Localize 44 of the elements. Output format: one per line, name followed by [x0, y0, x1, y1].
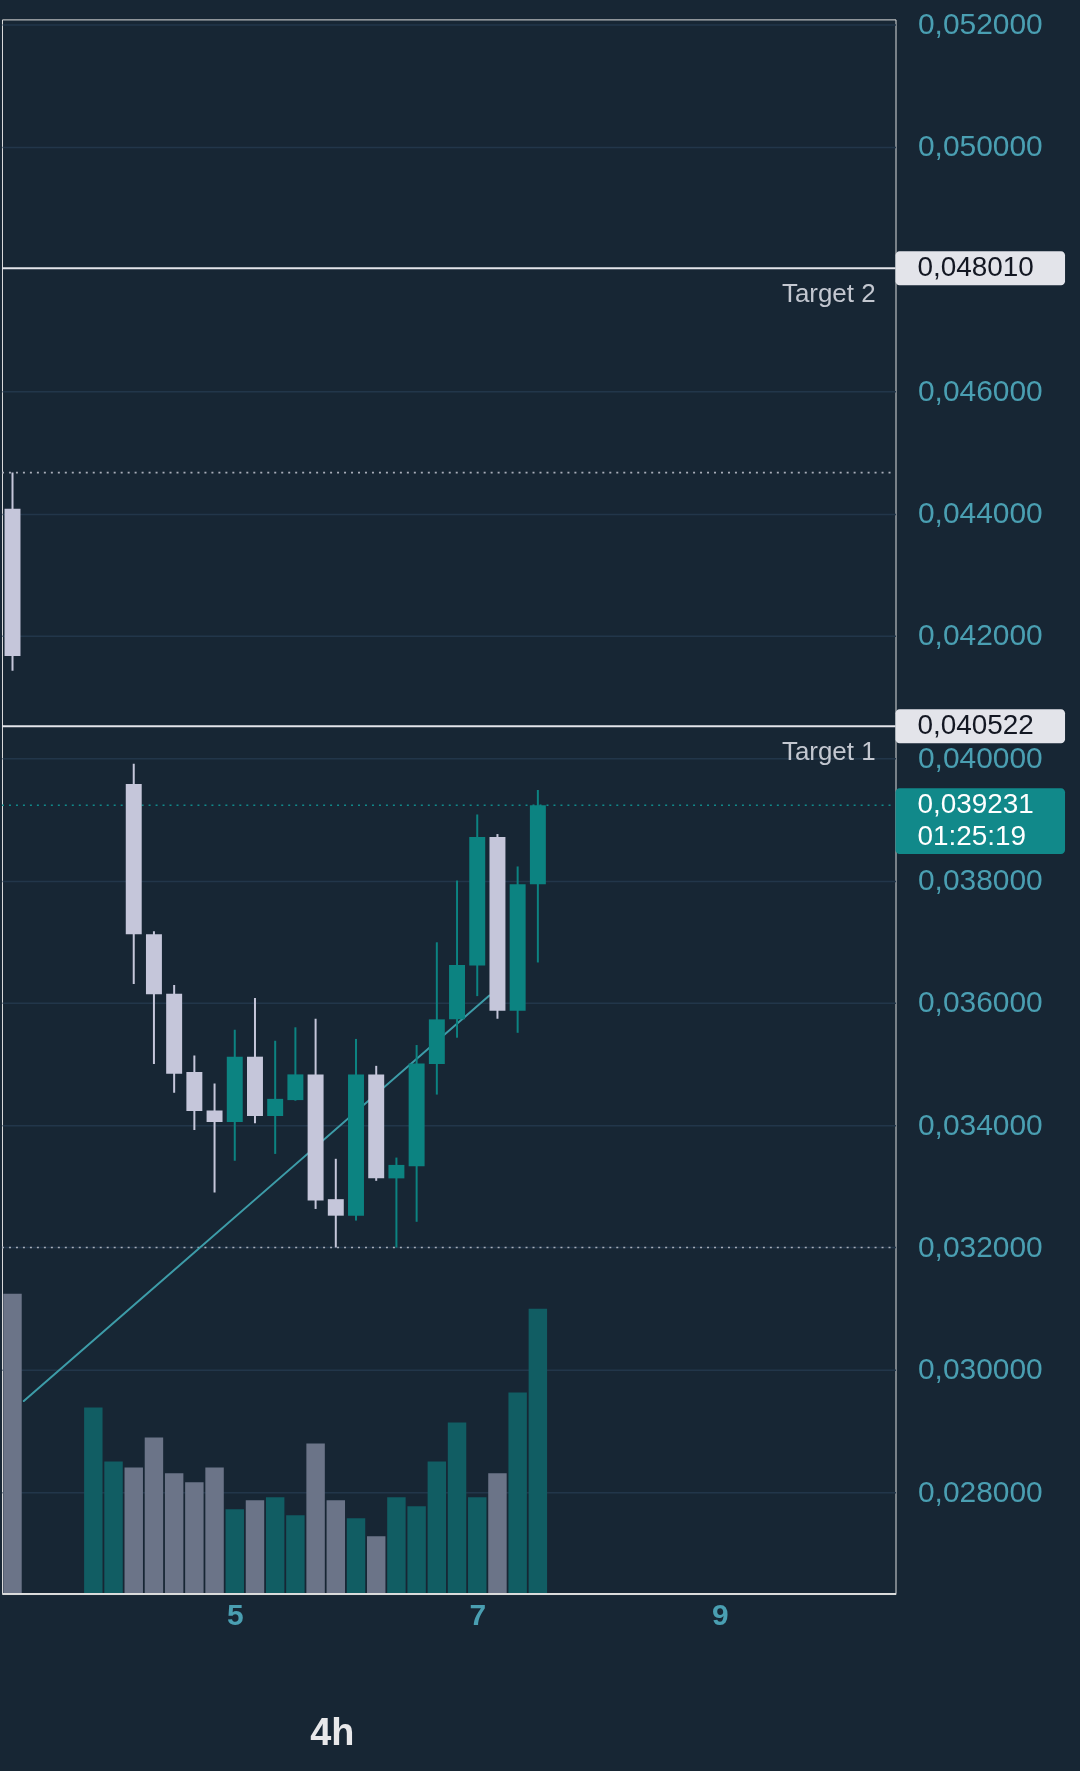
candlestick	[388, 1156, 405, 1249]
y-tick-label: 0,032000	[917, 1229, 1043, 1263]
bar	[124, 1467, 143, 1594]
y-tick-label: 0,042000	[917, 618, 1043, 652]
candlestick	[206, 1082, 223, 1194]
y-tick-label: 0,040000	[917, 740, 1043, 774]
x-tick-label: 7	[469, 1598, 487, 1632]
bar	[427, 1461, 447, 1594]
bar	[508, 1392, 527, 1594]
ref-line-label: Target 2	[781, 279, 876, 308]
y-tick-label: 0,038000	[917, 863, 1043, 896]
bar	[326, 1500, 346, 1594]
bar	[164, 1473, 184, 1594]
bar	[346, 1518, 366, 1594]
candlestick	[267, 1039, 284, 1155]
y-tick-label: 0,034000	[917, 1107, 1043, 1141]
text: 01:25:19	[917, 820, 1027, 852]
bar	[366, 1536, 386, 1594]
bar	[286, 1515, 305, 1594]
bar	[306, 1443, 325, 1594]
y-tick-label: 0,030000	[917, 1352, 1043, 1386]
ref-line-label: Target 1	[781, 737, 876, 766]
y-tick-label: 0,052000	[917, 6, 1043, 40]
y-tick-label: 0,044000	[917, 496, 1043, 530]
bar	[225, 1509, 244, 1594]
bar	[144, 1437, 164, 1594]
y-tick-label: 0,036000	[917, 985, 1043, 1019]
bar	[488, 1473, 507, 1594]
x-tick-label: 9	[711, 1598, 729, 1632]
bar	[245, 1500, 265, 1594]
candlestick	[327, 1157, 344, 1249]
ref-line-label: 0,039231	[917, 788, 1034, 820]
y-tick-label: 0,028000	[917, 1474, 1043, 1508]
text: 0,048010	[917, 251, 1034, 283]
bar	[528, 1308, 548, 1594]
text: 4h	[310, 1710, 355, 1753]
bar	[3, 1293, 22, 1594]
x-tick-label: 5	[226, 1598, 244, 1632]
y-tick-label: 0,046000	[917, 373, 1043, 407]
text: 0,040522	[917, 709, 1034, 741]
bar	[447, 1422, 467, 1594]
y-tick-label: 0,050000	[917, 129, 1043, 163]
bar	[468, 1497, 487, 1594]
bar	[265, 1497, 285, 1594]
